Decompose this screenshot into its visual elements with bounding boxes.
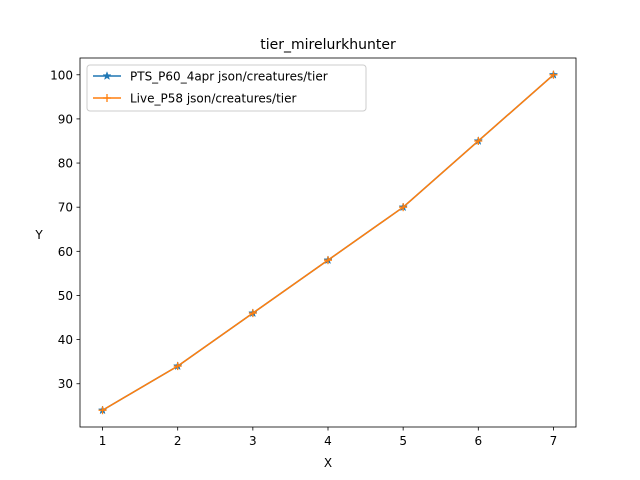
x-axis-label: X bbox=[324, 456, 332, 470]
y-axis: 30 40 50 60 70 80 90 100 bbox=[50, 68, 80, 391]
data-point bbox=[324, 256, 332, 265]
data-point bbox=[248, 309, 257, 318]
legend-marker bbox=[102, 71, 112, 81]
data-point bbox=[98, 406, 107, 415]
legend-entry-1: PTS_P60_4apr json/creatures/tier bbox=[93, 70, 328, 84]
chart-title: tier_mirelurkhunter bbox=[260, 37, 396, 53]
y-tick-label: 90 bbox=[58, 112, 73, 126]
data-point bbox=[549, 70, 558, 79]
data-point bbox=[474, 136, 483, 145]
y-tick-label: 40 bbox=[58, 333, 73, 347]
data-point bbox=[173, 362, 182, 371]
x-tick-label: 4 bbox=[324, 434, 332, 448]
y-tick-label: 100 bbox=[50, 68, 73, 82]
y-tick-label: 50 bbox=[58, 289, 73, 303]
x-tick-label: 2 bbox=[174, 434, 182, 448]
x-tick-label: 3 bbox=[249, 434, 257, 448]
y-tick-label: 80 bbox=[58, 157, 73, 171]
series-2 bbox=[98, 70, 558, 415]
legend-box bbox=[86, 64, 367, 112]
legend-label: PTS_P60_4apr json/creatures/tier bbox=[130, 70, 328, 84]
x-tick-label: 1 bbox=[99, 434, 107, 448]
y-tick-label: 60 bbox=[58, 245, 73, 259]
series-layer bbox=[97, 69, 559, 415]
x-tick-label: 6 bbox=[474, 434, 482, 448]
x-tick-label: 7 bbox=[550, 434, 558, 448]
legend-entry-2: Live_P58 json/creatures/tier bbox=[93, 92, 296, 106]
legend-marker bbox=[103, 94, 111, 102]
y-tick-label: 30 bbox=[58, 377, 73, 391]
legend-label: Live_P58 json/creatures/tier bbox=[130, 92, 296, 106]
data-point bbox=[399, 203, 408, 212]
x-tick-label: 5 bbox=[399, 434, 407, 448]
x-axis: 1 2 3 4 5 6 7 bbox=[99, 427, 558, 448]
y-axis-label: Y bbox=[34, 228, 43, 242]
legend: PTS_P60_4apr json/creatures/tier Live_P58… bbox=[86, 64, 367, 112]
y-tick-label: 70 bbox=[58, 201, 73, 215]
